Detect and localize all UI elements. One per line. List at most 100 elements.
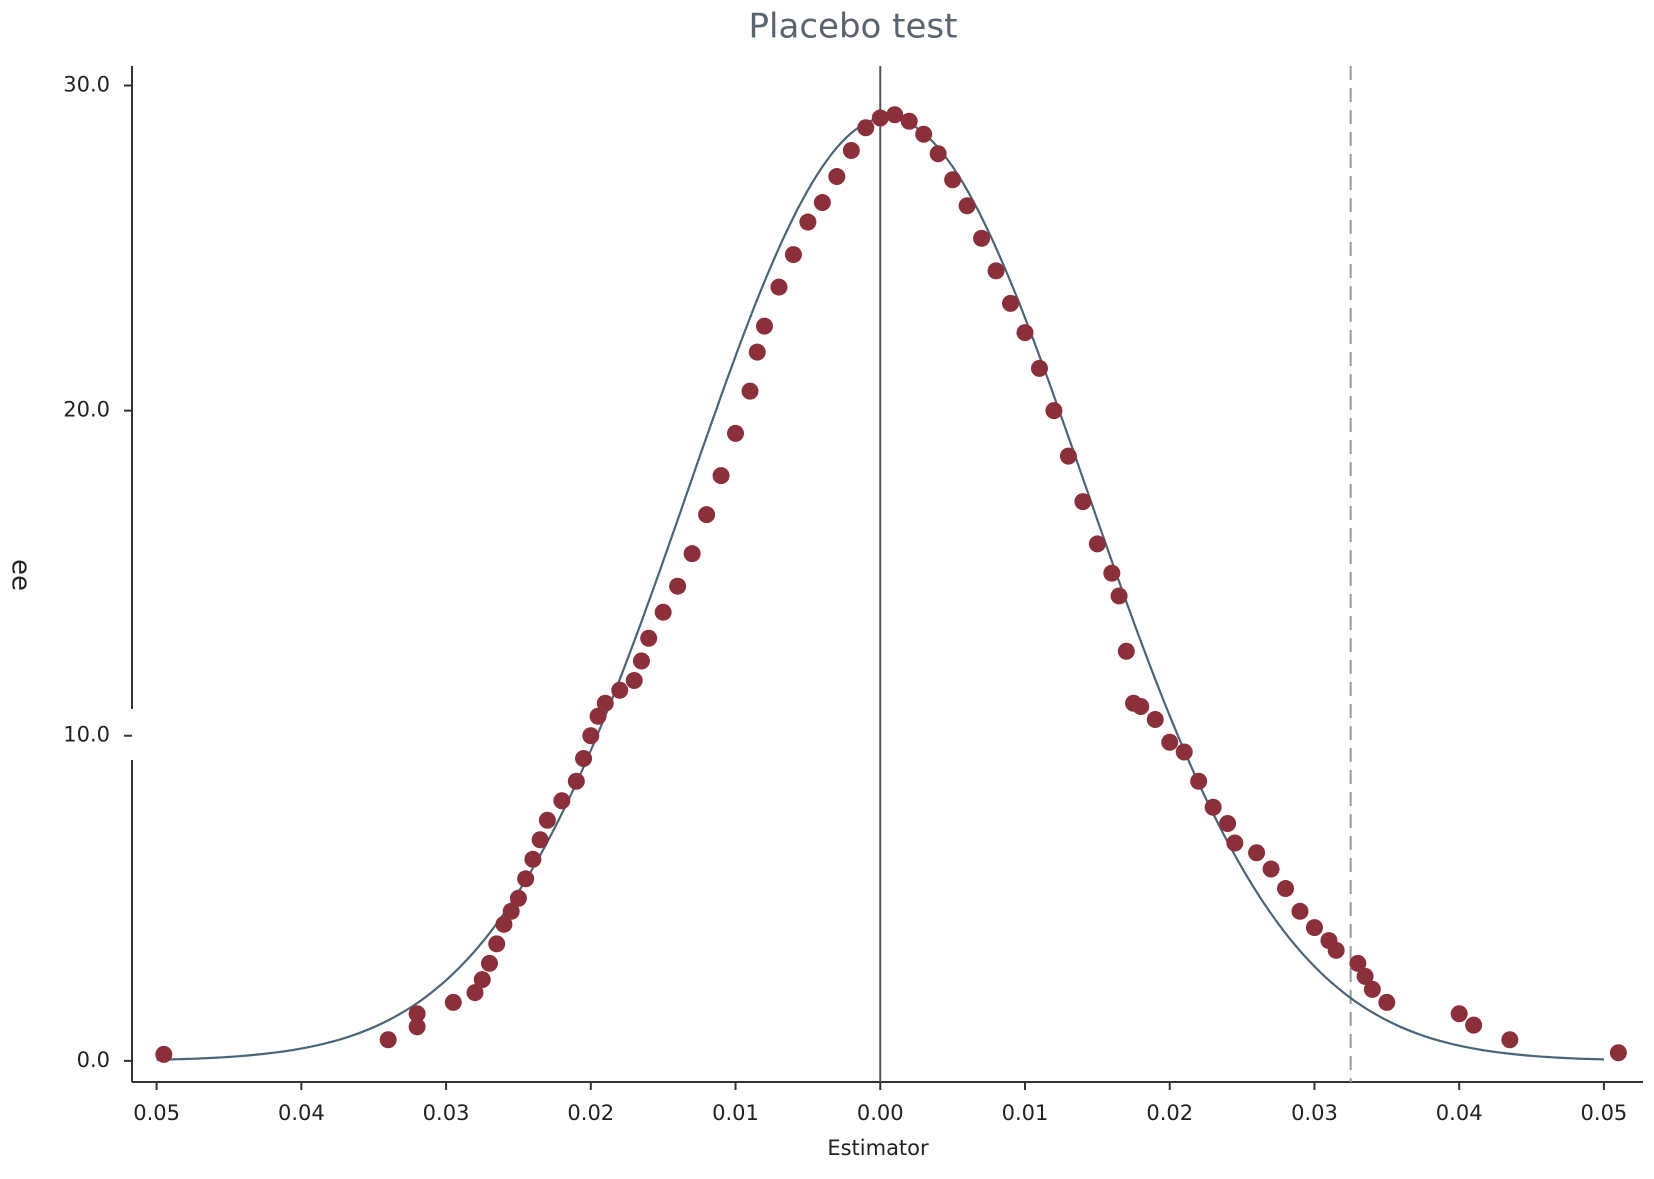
y-tick-label: 0.0 — [77, 1048, 110, 1072]
point — [683, 545, 701, 563]
point — [611, 681, 629, 699]
point — [589, 707, 607, 725]
point — [712, 467, 730, 485]
point — [1045, 402, 1063, 420]
point — [915, 125, 933, 143]
point — [155, 1045, 173, 1063]
x-tick-label: 0.02 — [567, 1101, 614, 1125]
point — [640, 629, 658, 647]
point — [596, 694, 614, 712]
point — [408, 1018, 426, 1036]
point — [944, 171, 962, 189]
chart-title: Placebo test — [749, 7, 958, 47]
point — [799, 213, 817, 231]
point — [1016, 324, 1034, 342]
point — [784, 246, 802, 264]
point — [632, 652, 650, 670]
point — [502, 902, 520, 920]
point — [1074, 493, 1092, 511]
y-axis-label: ee — [6, 559, 36, 591]
point — [900, 112, 918, 130]
x-tick-label: 0.03 — [423, 1101, 470, 1125]
point — [1175, 743, 1193, 761]
point — [531, 831, 549, 849]
point — [1204, 798, 1222, 816]
x-tick-label: 0.05 — [1581, 1101, 1628, 1125]
point — [748, 343, 766, 361]
point — [517, 870, 535, 888]
point — [958, 197, 976, 215]
y-tick-label: 20.0 — [63, 398, 110, 422]
point — [575, 750, 593, 768]
point — [582, 727, 600, 745]
point — [813, 194, 831, 212]
point — [625, 671, 643, 689]
point — [480, 954, 498, 972]
point — [553, 792, 571, 810]
point — [495, 915, 513, 933]
point — [741, 382, 759, 400]
point — [669, 577, 687, 595]
density-curve — [156, 116, 1604, 1061]
point — [727, 424, 745, 442]
point — [1103, 564, 1121, 582]
point — [567, 772, 585, 790]
x-tick-label: 0.00 — [857, 1101, 904, 1125]
point — [1450, 1005, 1468, 1023]
point — [538, 811, 556, 829]
point — [408, 1005, 426, 1023]
x-tick-label: 0.03 — [1291, 1101, 1338, 1125]
point — [444, 993, 462, 1011]
point — [466, 984, 484, 1002]
point — [871, 109, 889, 127]
point — [1262, 860, 1280, 878]
point — [1030, 359, 1048, 377]
x-tick-label: 0.01 — [712, 1101, 759, 1125]
point — [488, 935, 506, 953]
point — [1190, 772, 1208, 790]
point — [828, 168, 846, 186]
point — [1501, 1031, 1519, 1049]
point — [473, 971, 491, 989]
point — [973, 229, 991, 247]
point — [1059, 447, 1077, 465]
point — [842, 142, 860, 160]
point — [1609, 1044, 1627, 1062]
x-tick-label: 0.01 — [1002, 1101, 1049, 1125]
point — [1219, 815, 1237, 833]
point — [1356, 967, 1374, 985]
point — [1132, 697, 1150, 715]
point — [1465, 1016, 1483, 1034]
x-tick-label: 0.05 — [133, 1101, 180, 1125]
point — [1161, 733, 1179, 751]
x-tick-label: 0.04 — [278, 1101, 325, 1125]
point — [1291, 902, 1309, 920]
point — [755, 317, 773, 335]
point — [770, 278, 788, 296]
point — [1277, 880, 1295, 898]
point — [1146, 710, 1164, 728]
point — [1110, 587, 1128, 605]
point — [1378, 993, 1396, 1011]
point — [1248, 844, 1266, 862]
point — [929, 145, 947, 163]
point — [654, 603, 672, 621]
point — [1363, 980, 1381, 998]
point — [1226, 834, 1244, 852]
point — [379, 1031, 397, 1049]
point — [1002, 294, 1020, 312]
x-tick-label: 0.04 — [1436, 1101, 1483, 1125]
point — [1327, 941, 1345, 959]
point — [698, 506, 716, 524]
point — [987, 262, 1005, 280]
point — [1305, 919, 1323, 937]
point — [857, 119, 875, 137]
point — [886, 106, 904, 124]
point — [1117, 642, 1135, 660]
point — [509, 889, 527, 907]
point — [1349, 954, 1367, 972]
y-tick-label: 30.0 — [63, 73, 110, 97]
x-tick-label: 0.02 — [1146, 1101, 1193, 1125]
